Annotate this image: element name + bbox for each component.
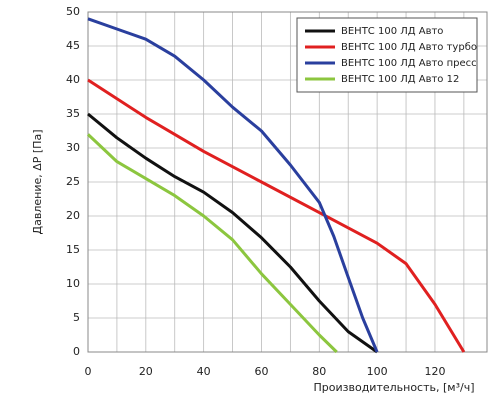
legend: ВЕНТС 100 ЛД Авто ВЕНТС 100 ЛД Авто турбо… — [296, 17, 478, 93]
y-axis-label: Давление, ΔP [Па] — [31, 130, 44, 235]
y-tick-label: 30 — [66, 141, 80, 154]
y-tick-label: 20 — [66, 209, 80, 222]
series-line — [87, 17, 379, 353]
legend-label: ВЕНТС 100 ЛД Авто пресс — [341, 58, 477, 69]
y-tick-label: 0 — [73, 345, 80, 358]
y-tick-label: 25 — [66, 175, 80, 188]
legend-label: ВЕНТС 100 ЛД Авто — [341, 26, 443, 37]
legend-label: ВЕНТС 100 ЛД Авто турбо — [341, 42, 477, 53]
plot-frame — [87, 11, 488, 353]
x-tick-label: 80 — [312, 365, 326, 378]
y-tick-label: 15 — [66, 243, 80, 256]
y-tick-label: 5 — [73, 311, 80, 324]
x-tick-label: 60 — [254, 365, 268, 378]
x-tick-label: 100 — [367, 365, 388, 378]
series-line — [86, 133, 338, 354]
legend-label: ВЕНТС 100 ЛД Авто 12 — [341, 74, 459, 85]
y-tick-label: 40 — [66, 73, 80, 86]
series-line — [87, 78, 466, 353]
y-tick-label: 45 — [66, 39, 80, 52]
x-tick-label: 0 — [85, 365, 92, 378]
series-line — [87, 112, 378, 354]
x-tick-label: 40 — [197, 365, 211, 378]
y-tick-label: 35 — [66, 107, 80, 120]
x-axis-label: Производительность, [м³/ч] — [314, 381, 475, 394]
y-tick-label: 10 — [66, 277, 80, 290]
x-tick-label: 20 — [139, 365, 153, 378]
y-tick-label: 50 — [66, 5, 80, 18]
x-tick-label: 120 — [424, 365, 445, 378]
